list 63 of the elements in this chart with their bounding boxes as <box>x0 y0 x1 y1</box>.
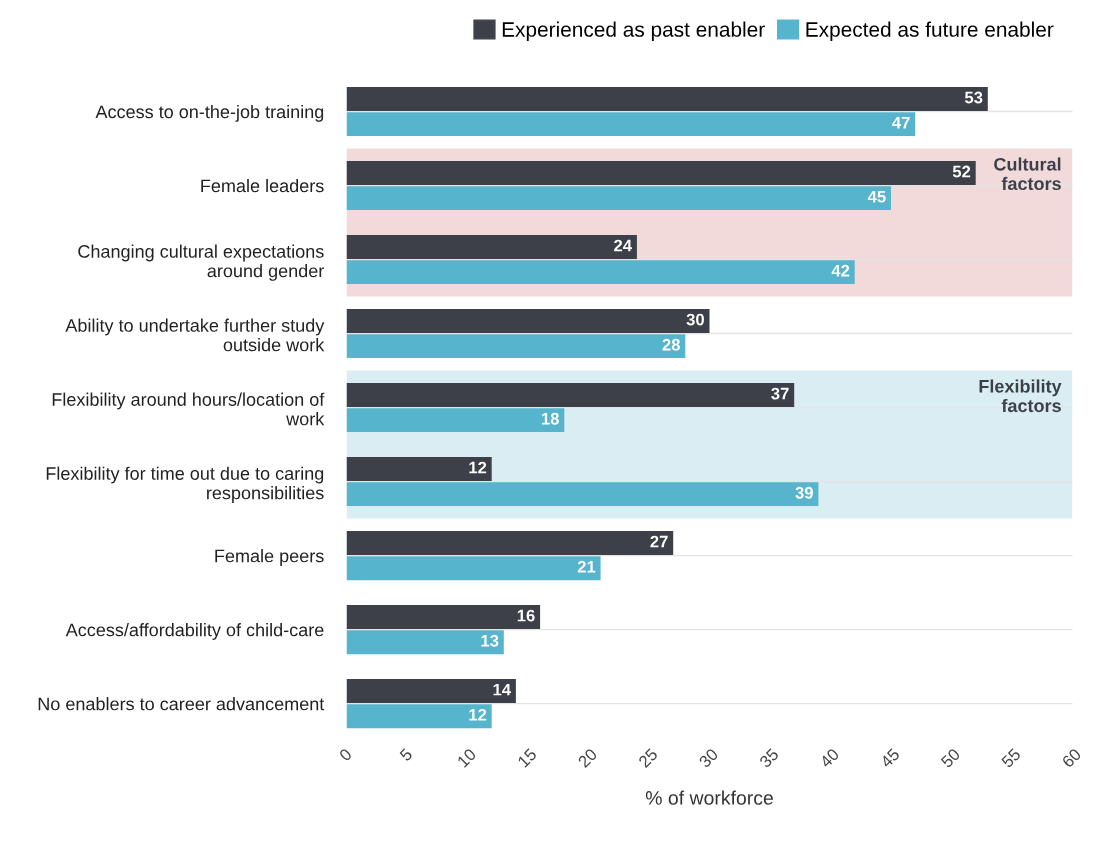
x-axis-title: % of workforce <box>645 790 773 805</box>
data-label: 13 <box>481 634 499 647</box>
x-tick-label: 45 <box>879 747 901 769</box>
data-label: 52 <box>952 165 971 178</box>
bar <box>346 309 710 333</box>
bar <box>346 408 565 433</box>
data-label: 28 <box>662 338 680 351</box>
bar <box>346 556 601 581</box>
data-label: 12 <box>469 708 487 721</box>
data-label: 47 <box>892 116 910 129</box>
x-tick-label: 40 <box>819 747 840 769</box>
bar <box>346 482 819 507</box>
x-tick-label: 15 <box>517 747 538 768</box>
x-tick-label: 60 <box>1061 747 1082 769</box>
data-label: 53 <box>964 91 983 104</box>
bar <box>346 112 916 137</box>
data-label: 18 <box>541 412 559 425</box>
y-tick-label: Access to on-the-job training <box>95 104 324 122</box>
data-label: 30 <box>686 313 704 326</box>
y-tick-label: Flexibility for time out due to caring responsibilities <box>46 466 324 503</box>
bar <box>346 630 504 655</box>
bar <box>346 334 686 359</box>
band-label: Cultural factors <box>994 157 1061 191</box>
bar <box>346 186 891 211</box>
bar <box>346 383 795 407</box>
data-label: 12 <box>469 461 487 474</box>
data-label: 16 <box>517 609 535 622</box>
bar <box>346 86 988 111</box>
x-tick-label: 10 <box>456 747 477 768</box>
data-label: 37 <box>771 387 789 400</box>
x-tick-label: 35 <box>758 747 780 769</box>
y-tick-label: Ability to undertake further study outside work <box>65 318 325 352</box>
x-tick-label: 50 <box>940 747 961 769</box>
bar <box>346 679 516 703</box>
bar <box>346 531 674 555</box>
bar <box>346 605 541 629</box>
band-label: Flexibility factors <box>979 379 1062 413</box>
data-label: 21 <box>577 560 596 573</box>
data-label: 45 <box>867 190 886 203</box>
x-tick-label: 30 <box>698 747 719 769</box>
data-label: 14 <box>493 683 511 696</box>
y-tick-label: Access/affordability of child-care <box>65 623 324 640</box>
data-label: 24 <box>614 239 632 252</box>
y-tick-label: No enablers to career advancement <box>38 697 325 711</box>
bar <box>346 235 637 259</box>
bar <box>346 704 492 729</box>
x-tick-label: 55 <box>1000 747 1022 769</box>
x-tick-label: 25 <box>637 747 659 769</box>
data-label: 27 <box>650 535 668 548</box>
bar <box>346 161 976 185</box>
y-tick-label: Changing cultural expectations around gender <box>78 244 324 281</box>
x-tick-label: 0 <box>338 747 353 762</box>
legend-label: Experienced as past enabler <box>502 21 765 41</box>
y-tick-label: Female leaders <box>201 178 324 193</box>
bar <box>346 457 492 481</box>
x-tick-label: 20 <box>577 747 598 769</box>
x-tick-label: 5 <box>399 747 413 762</box>
legend-label: Expected as future enabler <box>806 21 1054 41</box>
bar <box>346 260 855 285</box>
y-tick-label: Female peers <box>215 549 324 566</box>
data-label: 42 <box>831 264 850 277</box>
y-tick-label: Flexibility around hours/location of work <box>52 392 325 426</box>
data-label: 39 <box>795 486 813 499</box>
